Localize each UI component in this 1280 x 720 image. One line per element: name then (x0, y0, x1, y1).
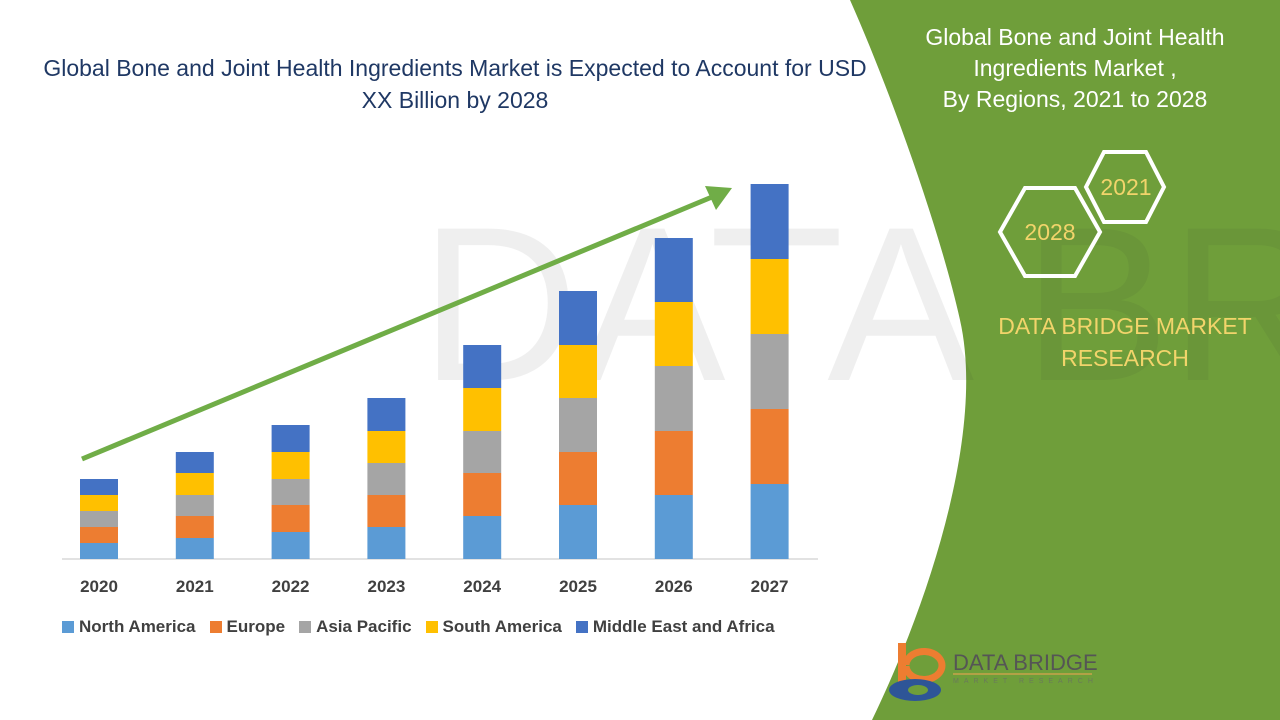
legend-swatch (299, 621, 312, 633)
bar-segment-2022-europe (271, 505, 310, 532)
hexagon-2028 (997, 186, 1103, 278)
bar-segment-2021-asia-pacific (175, 495, 214, 516)
legend-item-middle-east-africa: Middle East and Africa (575, 617, 775, 637)
bar-segment-2020-south-america (80, 495, 118, 511)
bar-segment-2023-asia-pacific (367, 463, 406, 495)
x-tick-label: 2020 (80, 577, 118, 596)
bar-segment-2020-europe (80, 527, 118, 543)
bar-segment-2025-north-america (559, 505, 597, 559)
bar-segment-2024-south-america (463, 388, 502, 431)
logo-subtext: MARKET RESEARCH (953, 678, 1098, 685)
bar-segment-2024-north-america (463, 516, 502, 559)
side-panel-title: Global Bone and Joint Health Ingredients… (880, 22, 1270, 115)
bar-segment-2022-middle-east-and-africa (271, 425, 310, 452)
side-title-line: Ingredients Market , (973, 55, 1177, 81)
green-side-panel (850, 0, 1280, 720)
bar-segment-2026-north-america (654, 495, 693, 559)
bar-segment-2025-europe (559, 452, 597, 505)
bar-segment-2023-north-america (367, 527, 406, 559)
hex-label-2028: 2028 (1024, 219, 1076, 245)
bar-segment-2027-asia-pacific (750, 334, 789, 409)
bar-segment-2021-europe (175, 516, 214, 538)
legend-label: Europe (226, 617, 286, 636)
x-tick-label: 2025 (559, 577, 597, 596)
bar-segment-2022-north-america (271, 532, 310, 559)
bar-segment-2027-south-america (750, 259, 789, 334)
bar-segment-2023-europe (367, 495, 406, 527)
side-title-line: Global Bone and Joint Health (925, 24, 1225, 50)
bar-segment-2024-europe (463, 473, 502, 516)
x-tick-label: 2024 (463, 577, 501, 596)
legend-item-south-america: South America (425, 617, 562, 637)
x-tick-label: 2021 (176, 577, 214, 596)
legend-swatch (209, 621, 222, 633)
logo-mark (889, 643, 1092, 701)
legend-item-europe: Europe (209, 617, 286, 637)
bar-segment-2023-south-america (367, 431, 406, 463)
legend-label: Asia Pacific (316, 617, 412, 636)
bar-segment-2026-south-america (654, 302, 693, 366)
bar-segment-2023-middle-east-and-africa (367, 398, 406, 431)
bar-segment-2021-south-america (175, 473, 214, 495)
legend-item-north-america: North America (62, 617, 196, 637)
hexagon-2021 (1083, 150, 1167, 224)
trend-arrow (81, 186, 732, 462)
bar-segment-2027-europe (750, 409, 789, 484)
bar-segment-2021-north-america (175, 538, 214, 559)
bar-segment-2026-europe (654, 431, 693, 495)
bar-segment-2025-middle-east-and-africa (559, 291, 597, 345)
x-tick-label: 2023 (367, 577, 405, 596)
bar-segment-2021-middle-east-and-africa (175, 452, 214, 473)
legend-swatch (62, 621, 74, 633)
logo-text: DATA BRIDGE (953, 650, 1098, 675)
legend-label: North America (79, 617, 196, 636)
x-tick-label: 2026 (655, 577, 693, 596)
legend-item-asia-pacific: Asia Pacific (299, 617, 412, 637)
chart-legend: North America Europe Asia Pacific South … (62, 617, 775, 637)
legend-label: South America (442, 617, 562, 636)
bar-segment-2026-middle-east-and-africa (654, 238, 693, 302)
legend-swatch (575, 621, 588, 633)
bar-segment-2024-middle-east-and-africa (463, 345, 502, 388)
bar-segment-2025-south-america (559, 345, 597, 398)
bar-segment-2022-south-america (271, 452, 310, 479)
bar-segment-2027-middle-east-and-africa (750, 184, 789, 259)
page-title: Global Bone and Joint Health Ingredients… (43, 55, 867, 113)
legend-swatch (425, 621, 438, 633)
brand-line: DATA BRIDGE MARKET (998, 313, 1252, 339)
bar-segment-2020-middle-east-and-africa (80, 479, 118, 495)
x-tick-label: 2022 (272, 577, 310, 596)
bar-segment-2027-north-america (750, 484, 789, 559)
brand-text: DATA BRIDGE MARKET RESEARCH (975, 310, 1275, 374)
legend-label: Middle East and Africa (592, 617, 775, 636)
brand-line: RESEARCH (1061, 345, 1189, 371)
side-title-line: By Regions, 2021 to 2028 (942, 86, 1208, 112)
bar-segment-2026-asia-pacific (654, 366, 693, 431)
bar-segment-2025-asia-pacific (559, 398, 597, 452)
bar-segment-2020-asia-pacific (80, 511, 118, 527)
hex-label-2021: 2021 (1100, 174, 1152, 200)
x-tick-label: 2027 (751, 577, 789, 596)
bar-segment-2024-asia-pacific (463, 431, 502, 473)
bar-segment-2022-asia-pacific (271, 479, 310, 505)
bar-segment-2020-north-america (80, 543, 118, 559)
